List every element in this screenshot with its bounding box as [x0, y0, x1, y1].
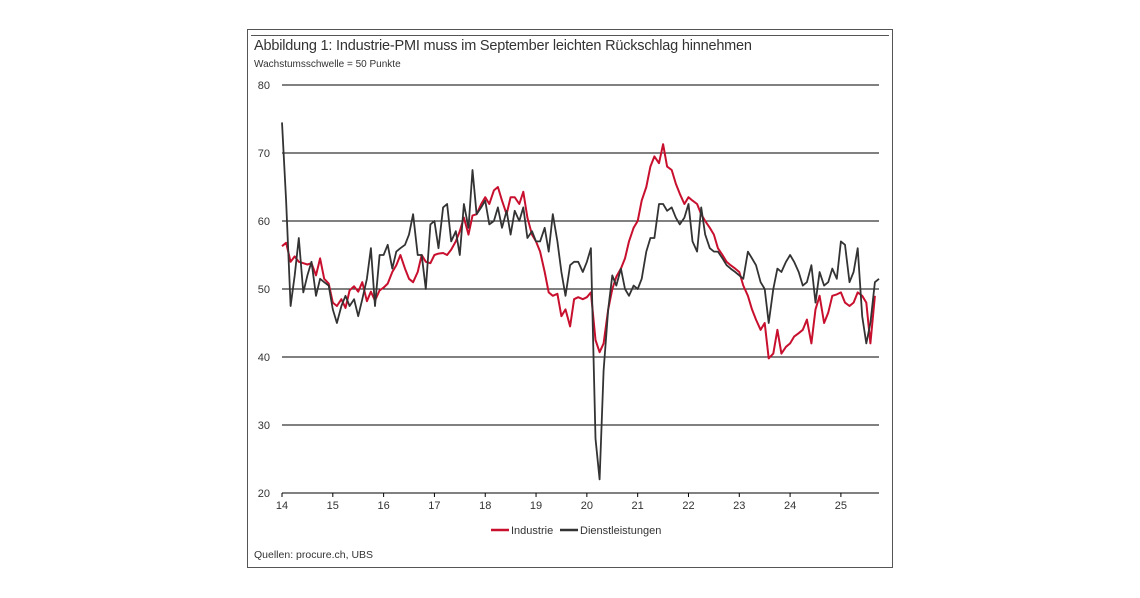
y-tick-label: 80: [258, 80, 270, 92]
x-tick-label: 18: [479, 500, 491, 512]
source-note: Quellen: procure.ch, UBS: [254, 549, 374, 561]
y-tick-label: 50: [258, 284, 270, 296]
y-tick-label: 20: [258, 488, 270, 500]
y-tick-label: 30: [258, 420, 270, 432]
chart-frame: Abbildung 1: Industrie-PMI muss im Septe…: [247, 29, 893, 568]
chart-title: Abbildung 1: Industrie-PMI muss im Septe…: [254, 38, 752, 54]
series-line-dienstleistungen: [281, 122, 880, 481]
x-tick-label: 25: [835, 500, 847, 512]
y-tick-label: 40: [258, 352, 270, 364]
title-rule: [251, 35, 889, 36]
chart-subtitle: Wachstumsschwelle = 50 Punkte: [254, 59, 401, 70]
x-tick-label: 14: [276, 500, 288, 512]
legend-label-industrie: Industrie: [511, 525, 553, 537]
x-tick-label: 20: [581, 500, 593, 512]
x-tick-label: 16: [377, 500, 389, 512]
series-line-industrie: [281, 143, 876, 360]
legend-label-dienstleistungen: Dienstleistungen: [580, 525, 661, 537]
x-tick-label: 21: [632, 500, 644, 512]
y-tick-label: 70: [258, 148, 270, 160]
x-tick-label: 17: [428, 500, 440, 512]
y-tick-label: 60: [258, 216, 270, 228]
x-tick-label: 19: [530, 500, 542, 512]
x-tick-label: 23: [733, 500, 745, 512]
x-tick-label: 24: [784, 500, 796, 512]
x-tick-label: 15: [327, 500, 339, 512]
x-tick-label: 22: [682, 500, 694, 512]
line-chart: 20 30 40 50 60 70 80 14 15 16 17 18 19 20 21 22 23 24 25 In…: [258, 80, 880, 537]
